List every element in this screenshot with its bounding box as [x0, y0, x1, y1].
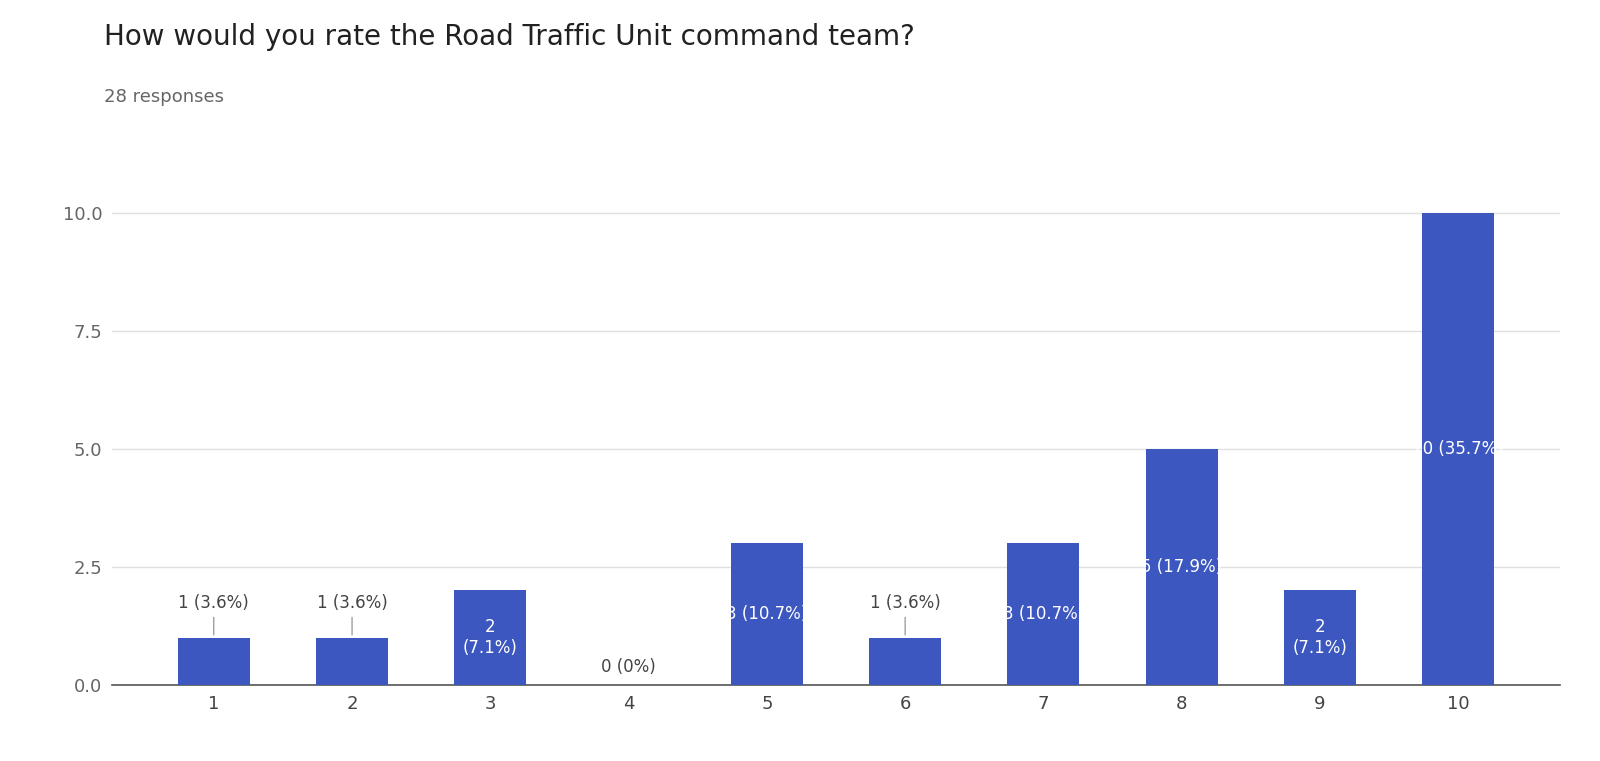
- Text: 3 (10.7%): 3 (10.7%): [1003, 605, 1085, 623]
- Bar: [1146, 449, 1218, 685]
- Text: 5 (17.9%): 5 (17.9%): [1141, 558, 1222, 576]
- Text: 2
(7.1%): 2 (7.1%): [1293, 618, 1347, 657]
- Bar: [454, 591, 526, 685]
- Text: How would you rate the Road Traffic Unit command team?: How would you rate the Road Traffic Unit…: [104, 23, 915, 51]
- Bar: [1422, 213, 1494, 685]
- Text: 1 (3.6%): 1 (3.6%): [870, 594, 941, 635]
- Bar: [869, 638, 941, 685]
- Bar: [317, 638, 387, 685]
- Text: 3 (10.7%): 3 (10.7%): [726, 605, 808, 623]
- Text: 1 (3.6%): 1 (3.6%): [178, 594, 250, 635]
- Text: 28 responses: 28 responses: [104, 88, 224, 106]
- Text: 10 (35.7%): 10 (35.7%): [1413, 440, 1504, 458]
- Bar: [1008, 543, 1080, 685]
- Text: 2
(7.1%): 2 (7.1%): [462, 618, 518, 657]
- Bar: [1285, 591, 1355, 685]
- Bar: [731, 543, 803, 685]
- Bar: [178, 638, 250, 685]
- Text: 1 (3.6%): 1 (3.6%): [317, 594, 387, 635]
- Text: 0 (0%): 0 (0%): [602, 658, 656, 677]
